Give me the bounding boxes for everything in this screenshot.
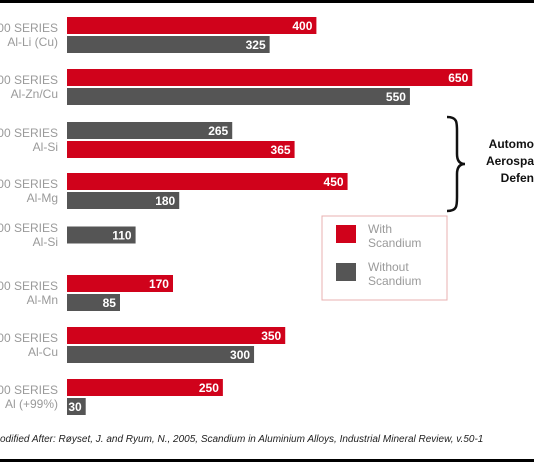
category-label-line: 000 SERIES — [0, 383, 58, 397]
data-label: 265 — [208, 124, 228, 138]
bar — [67, 226, 136, 244]
annotation-line: Defen — [501, 171, 534, 185]
legend-label: Without Scandium — [368, 260, 421, 288]
legend-label-line: Without — [368, 260, 409, 274]
bar — [67, 36, 270, 53]
data-label: 450 — [324, 175, 344, 189]
bar — [67, 69, 473, 86]
legend-label: With Scandium — [368, 222, 421, 250]
data-label: 85 — [103, 296, 117, 310]
category-label-line: 00 SERIES — [0, 279, 58, 293]
category-label: 00 SERIES Al-Cu — [0, 331, 58, 359]
category-label-line: Al (+99%) — [5, 397, 58, 411]
bar — [67, 327, 286, 344]
data-label: 300 — [230, 348, 250, 362]
category-label-line: Al-Li (Cu) — [7, 35, 58, 49]
bar — [67, 398, 86, 415]
category-label-line: 00 SERIES — [0, 73, 58, 87]
category-label: 00 SERIES Al-Si — [0, 126, 58, 154]
data-label: 30 — [68, 400, 82, 414]
legend-frame — [321, 215, 448, 301]
bar — [67, 379, 223, 396]
category-label-line: Al-Zn/Cu — [11, 87, 58, 101]
bar — [67, 173, 348, 190]
bar — [67, 275, 173, 292]
bar — [67, 346, 255, 363]
bar — [67, 141, 295, 158]
legend-swatch — [336, 263, 356, 281]
category-label: 00 SERIES Al-Li (Cu) — [0, 21, 58, 49]
annotation-text: Automo Aerospa Defen — [486, 137, 534, 185]
category-label-line: Al-Cu — [28, 345, 58, 359]
category-label-line: Al-Mn — [27, 293, 58, 307]
category-label-line: 00 SERIES — [0, 21, 58, 35]
source-citation: odified After: Røyset, J. and Ryum, N., … — [0, 434, 484, 445]
legend-label-line: With — [368, 222, 392, 236]
grouping-brace — [446, 115, 466, 213]
category-label-line: Al-Si — [33, 140, 58, 154]
bar — [67, 122, 233, 139]
data-label: 170 — [149, 277, 169, 291]
legend-label-line: Scandium — [368, 274, 421, 288]
bar — [67, 192, 180, 209]
data-label: 325 — [246, 38, 266, 52]
data-label: 400 — [292, 19, 312, 33]
data-label: 350 — [261, 329, 281, 343]
data-label: 365 — [271, 143, 291, 157]
data-label: 110 — [112, 229, 132, 243]
category-label-line: 00 SERIES — [0, 126, 58, 140]
category-label-line: Al-Si — [33, 235, 58, 249]
bar — [67, 88, 410, 105]
data-label: 250 — [199, 381, 219, 395]
category-label-line: 00 SERIES — [0, 177, 58, 191]
legend-label-line: Scandium — [368, 236, 421, 250]
data-label: 650 — [448, 71, 468, 85]
annotation-line: Automo — [489, 137, 534, 151]
data-label: 180 — [155, 194, 175, 208]
category-label-line: 00 SERIES — [0, 331, 58, 345]
bar — [67, 294, 120, 311]
category-label-line: Al-Mg — [27, 191, 58, 205]
category-label: 00 SERIES Al-Zn/Cu — [0, 73, 58, 101]
category-label: 00 SERIES Al-Mg — [0, 177, 58, 205]
legend-swatch — [336, 225, 356, 243]
category-label: 00 SERIES Al-Si — [0, 221, 58, 249]
annotation-line: Aerospa — [486, 154, 534, 168]
category-label: 00 SERIES Al-Mn — [0, 279, 58, 307]
category-label-line: 00 SERIES — [0, 221, 58, 235]
data-label: 550 — [386, 90, 406, 104]
bar — [67, 17, 317, 34]
